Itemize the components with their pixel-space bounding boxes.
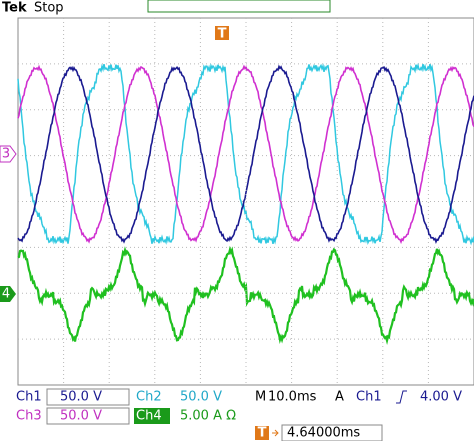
delay: 4.64000ms (287, 426, 360, 441)
brand: Tek (2, 1, 27, 16)
graticule (18, 18, 474, 385)
delay-marker (255, 426, 269, 440)
ch4-scale: 5.00 A Ω (180, 409, 236, 424)
ch3-label: Ch3 (16, 409, 42, 424)
delay-marker-label: T (258, 426, 267, 441)
status: Stop (34, 1, 64, 16)
ch4-label-box (134, 408, 170, 424)
delay-arrow (272, 429, 279, 437)
ch1-box (46, 388, 130, 406)
trigger-mode: A (335, 390, 344, 405)
ch3-box (46, 407, 130, 425)
ch3-scale: 50.0 V (60, 409, 102, 424)
record-bar (147, 0, 331, 13)
ch2-label: Ch2 (136, 390, 162, 405)
trigger-marker (215, 26, 229, 40)
time-label: M (255, 390, 266, 405)
ch1-waveform (17, 64, 474, 245)
ch4-label: Ch4 (136, 409, 162, 424)
trigger-slope (396, 390, 407, 404)
waveforms (17, 18, 474, 385)
trigger-marker-label: T (218, 27, 227, 42)
ch2-scale: 50.0 V (180, 390, 222, 405)
ch4-ground-marker (0, 286, 16, 302)
trigger-level: 4.00 V (420, 390, 462, 405)
time-scale: 10.0ms (268, 390, 317, 405)
readout-panel (0, 386, 474, 441)
ch4-marker-label: 4 (2, 287, 10, 302)
ch3-marker-label: 3 (2, 147, 10, 162)
ch1-label: Ch1 (16, 390, 42, 405)
ch3-ground-marker (0, 145, 17, 163)
delay-box (281, 424, 383, 441)
trigger-source: Ch1 (356, 390, 382, 405)
ch1-scale: 50.0 V (60, 390, 102, 405)
